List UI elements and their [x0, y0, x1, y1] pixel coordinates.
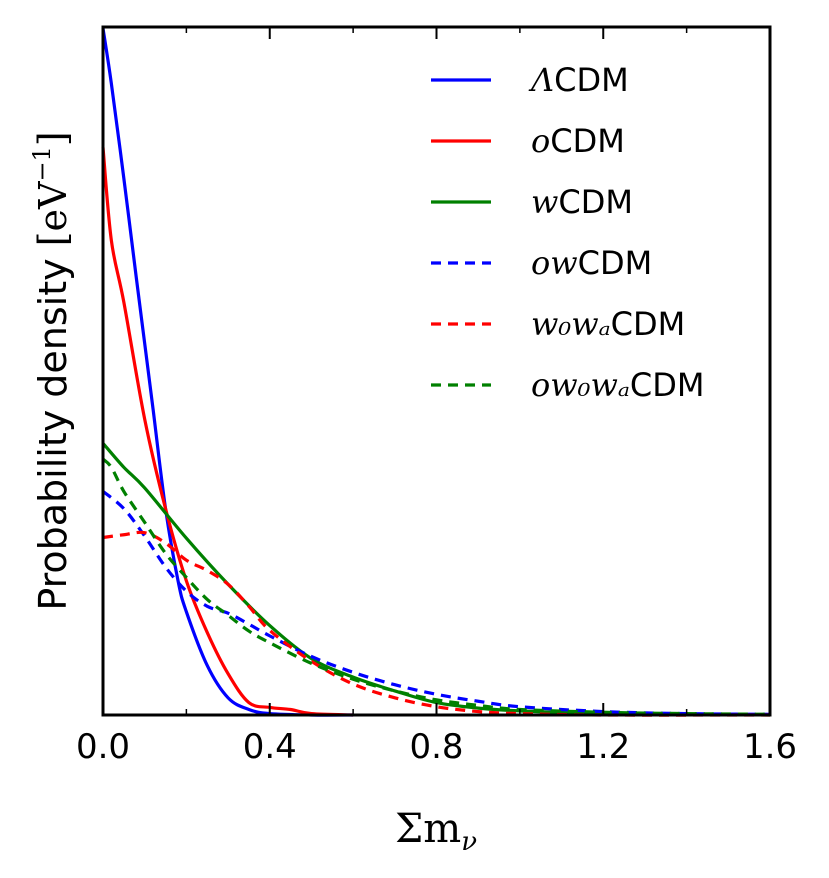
legend-math-ocdm: o	[531, 122, 550, 160]
x-axis-title-base: Σm	[395, 806, 461, 852]
legend-math-cdm: Λ	[528, 61, 554, 99]
y-axis-title-close: ]	[31, 131, 75, 146]
x-tick-label: 1.6	[743, 727, 797, 767]
legend-math-owcdm: ow	[531, 244, 578, 282]
y-axis-title-unit: eV	[31, 181, 75, 231]
ticks-layer	[185, 27, 688, 715]
legend-cdm-ocdm: CDM	[550, 122, 625, 160]
series-layer	[101, 28, 771, 717]
x-tick-label: 0.4	[243, 727, 297, 767]
legend-cdm-owcdm: CDM	[578, 244, 653, 282]
series-line-owcdm	[101, 490, 771, 716]
legend-cdm-w0wacdm: CDM	[611, 305, 686, 343]
y-axis-title: Probability density [eV−1]	[28, 131, 75, 610]
legend-label-ow0wacdm: ow₀wₐCDM	[531, 366, 704, 404]
legend-label-owcdm: owCDM	[531, 244, 652, 282]
x-tick-labels: 0.0 0.4 0.8 1.2 1.6	[76, 727, 797, 767]
legend-math-ow0wacdm: ow₀wₐ	[531, 366, 630, 404]
legend-cdm-ow0wacdm: CDM	[630, 366, 705, 404]
legend-label-wcdm: wCDM	[531, 183, 633, 221]
x-tick-label: 1.2	[576, 727, 630, 767]
series-line-ocdm	[101, 147, 354, 717]
legend-math-w0wacdm: w₀wₐ	[531, 305, 611, 343]
legend-label-cdm: ΛCDM	[528, 61, 629, 99]
legend-cdm-cdm: CDM	[554, 61, 629, 99]
y-axis-title-sup: −1	[28, 146, 56, 181]
x-axis-title: Σmν	[395, 806, 477, 857]
y-axis-title-text: Probability density	[31, 246, 75, 610]
x-axis-title-sub: ν	[461, 827, 477, 857]
series-line-ow0wacdm	[101, 457, 771, 716]
legend-label-ocdm: oCDM	[531, 122, 625, 160]
legend-math-wcdm: w	[531, 183, 558, 221]
legend-cdm-wcdm: CDM	[558, 183, 633, 221]
x-tick-label: 0.8	[409, 727, 463, 767]
x-tick-label: 0.0	[76, 727, 130, 767]
series-line-wcdm	[101, 442, 771, 717]
y-axis-title-open: [	[31, 231, 75, 246]
legend-label-w0wacdm: w₀wₐCDM	[531, 305, 685, 343]
